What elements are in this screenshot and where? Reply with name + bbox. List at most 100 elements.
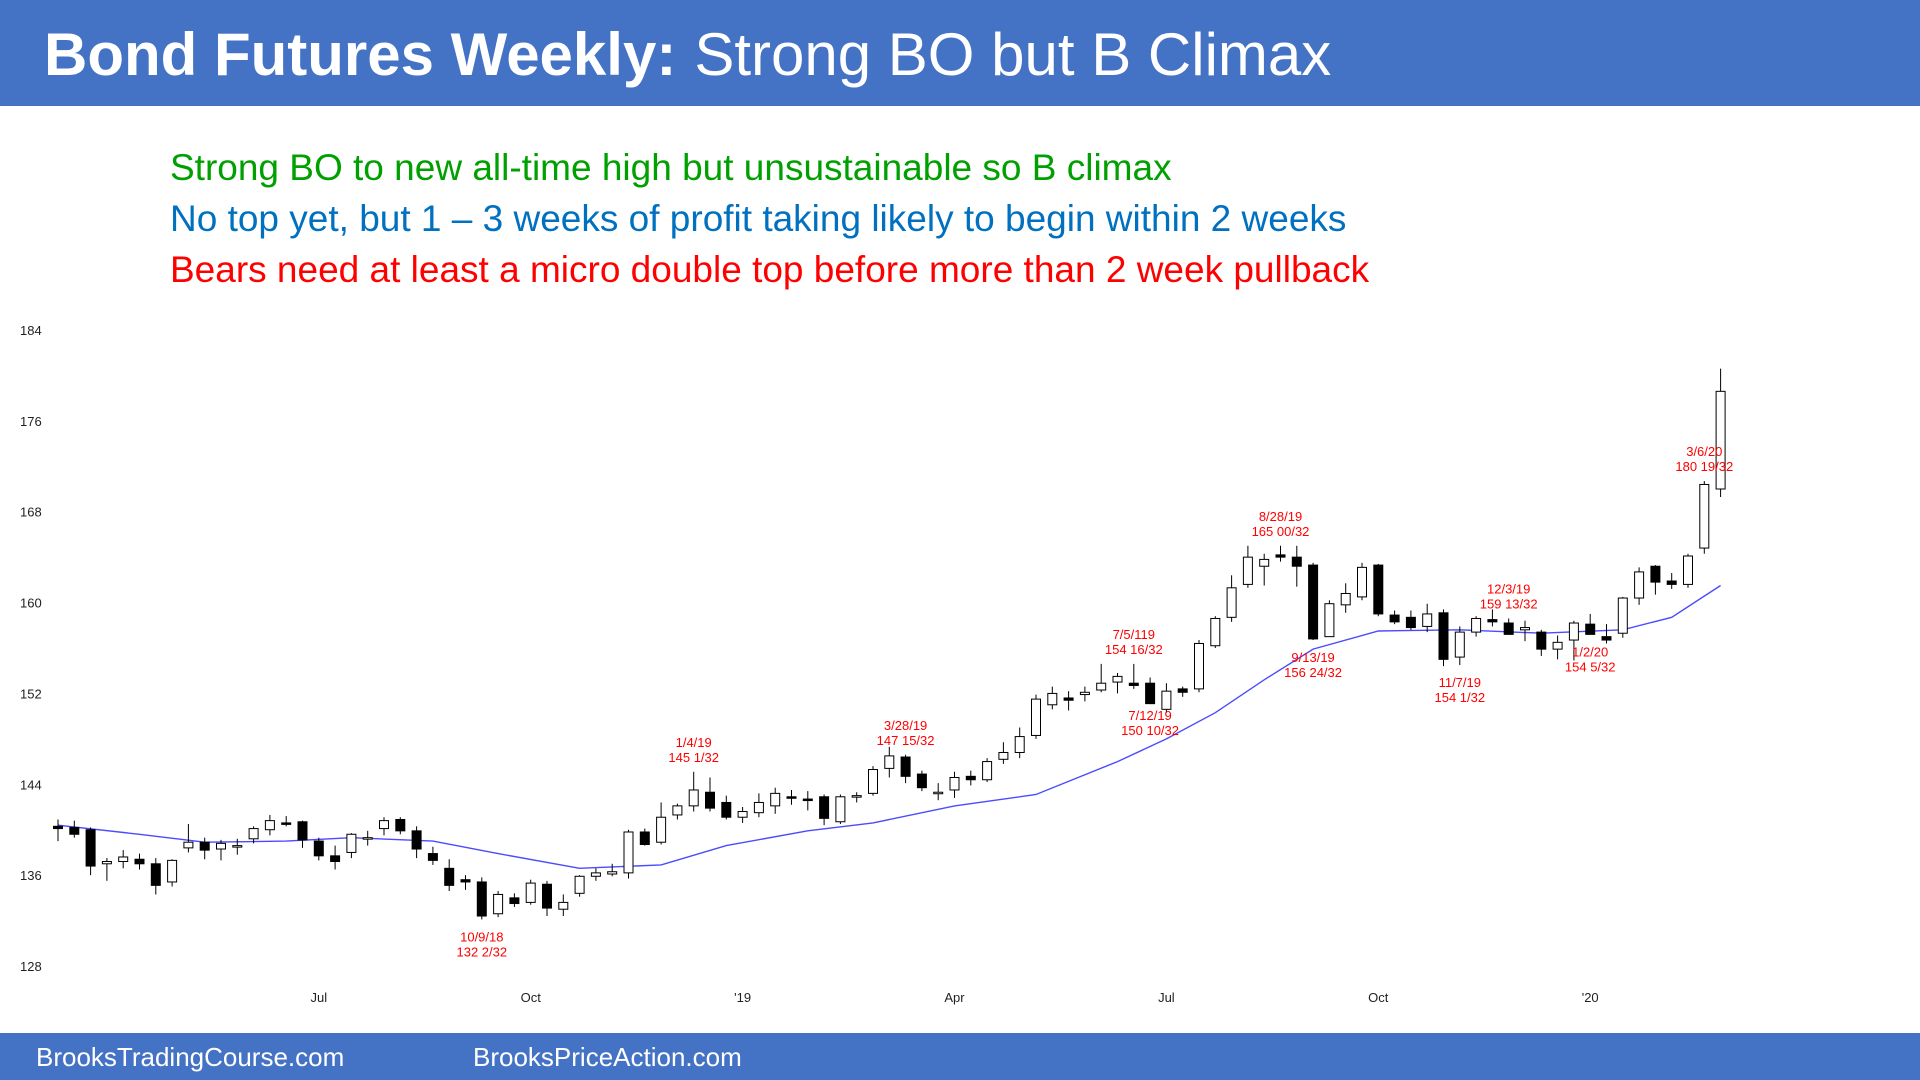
candle-body	[705, 791, 715, 809]
candle-body	[558, 901, 569, 910]
price-annotation: 7/12/19	[1128, 708, 1171, 723]
candle-body	[965, 775, 976, 781]
candle-body	[1340, 592, 1351, 606]
candle-body	[1031, 698, 1041, 736]
candle-body	[1454, 631, 1465, 658]
price-annotation: 159 13/32	[1480, 596, 1538, 611]
price-annotation: 1/2/20	[1572, 644, 1608, 659]
x-tick-label: Oct	[1368, 990, 1389, 1005]
price-annotation: 180 19/32	[1675, 459, 1733, 474]
price-annotation: 154 16/32	[1105, 642, 1163, 657]
price-annotation: 8/28/19	[1259, 509, 1302, 524]
candle-body	[460, 879, 471, 883]
candle-body	[590, 872, 601, 877]
candle-body	[1063, 697, 1074, 701]
candle-body	[672, 805, 683, 816]
y-tick-label: 136	[20, 868, 42, 883]
candle-body	[1683, 555, 1693, 585]
candle-body	[1405, 616, 1416, 629]
candle-body	[884, 755, 895, 769]
candle-body	[1487, 619, 1498, 623]
candle-body	[1568, 622, 1579, 641]
candle-body	[379, 820, 389, 830]
candle-body	[281, 822, 292, 825]
candle-body	[1291, 556, 1302, 567]
candle-body	[1324, 603, 1335, 638]
candle-body	[1715, 390, 1726, 490]
y-tick-label: 176	[20, 414, 42, 429]
candle-body	[607, 871, 618, 875]
candle-body	[1471, 617, 1482, 633]
candle-body	[639, 831, 650, 845]
x-tick-label: '19	[734, 990, 751, 1005]
candle-body	[688, 789, 699, 807]
candle-body	[1634, 571, 1645, 599]
candle-body	[1194, 642, 1204, 690]
price-annotation: 150 10/32	[1121, 723, 1179, 738]
footer-bar: BrooksTradingCourse.com BrooksPriceActio…	[0, 1033, 1920, 1080]
price-annotation: 10/9/18	[460, 929, 503, 944]
candle-body	[216, 842, 226, 850]
candle-body	[476, 881, 487, 917]
candle-body	[297, 821, 308, 841]
x-tick-label: Apr	[944, 990, 965, 1005]
candle-body	[1699, 483, 1710, 549]
candle-body	[1422, 613, 1433, 627]
candle-body	[851, 795, 862, 798]
candle-body	[916, 773, 927, 789]
candle-body	[1014, 736, 1025, 753]
candle-body	[574, 875, 585, 894]
candle-body	[737, 811, 748, 818]
x-tick-label: '20	[1582, 990, 1599, 1005]
candle-body	[1617, 597, 1628, 634]
candle-body	[1601, 636, 1612, 641]
candle-body	[1585, 623, 1596, 635]
candle-body	[786, 796, 797, 799]
candle-body	[85, 829, 96, 867]
price-annotation: 147 15/32	[877, 733, 935, 748]
candle-body	[69, 826, 80, 835]
y-tick-label: 168	[20, 505, 42, 520]
candle-body	[199, 841, 210, 851]
candle-body	[1096, 682, 1107, 691]
candle-body	[427, 853, 438, 861]
candle-body	[1503, 622, 1514, 635]
y-tick-label: 152	[20, 686, 42, 701]
candle-body	[525, 882, 536, 903]
candle-body	[1275, 554, 1286, 558]
candle-body	[1650, 565, 1661, 583]
candle-body	[1259, 558, 1270, 567]
candle-body	[134, 858, 145, 865]
candle-body	[949, 776, 960, 791]
footer-link-left[interactable]: BrooksTradingCourse.com	[36, 1042, 345, 1072]
price-annotation: 7/5/119	[1113, 627, 1155, 642]
candle-body	[53, 825, 63, 830]
candle-body	[623, 831, 634, 874]
price-annotation: 156 24/32	[1284, 665, 1342, 680]
candle-body	[1373, 564, 1384, 615]
y-tick-label: 184	[20, 323, 42, 338]
candle-body	[1520, 627, 1530, 631]
candle-body	[101, 861, 112, 865]
slide-title: Bond Futures Weekly: Strong BO but B Clim…	[44, 20, 1331, 90]
commentary-notes: Strong BO to new all-time high but unsus…	[170, 142, 1369, 295]
candle-body	[493, 893, 504, 915]
candle-body	[998, 751, 1009, 760]
candle-body	[542, 883, 552, 909]
candle-body	[1308, 564, 1319, 640]
x-tick-label: Jul	[310, 990, 327, 1005]
candle-body	[330, 855, 341, 863]
candle-body	[770, 792, 781, 807]
candlestick-chart: 128 136 144 152 160 168 176 184 Jul Oct '19 Apr Jul O…	[20, 323, 1733, 1005]
price-annotation: 12/3/19	[1487, 581, 1530, 596]
candle-body	[1226, 587, 1237, 618]
candle-body	[1210, 617, 1221, 647]
candle-body	[313, 840, 324, 857]
candle-body	[1389, 614, 1400, 623]
candle-body	[819, 796, 830, 819]
price-annotation: 154 5/32	[1565, 659, 1616, 674]
footer-link-right[interactable]: BrooksPriceAction.com	[473, 1042, 742, 1072]
candle-body	[248, 828, 259, 840]
price-annotation: 145 1/32	[668, 750, 719, 765]
candle-body	[118, 856, 129, 863]
